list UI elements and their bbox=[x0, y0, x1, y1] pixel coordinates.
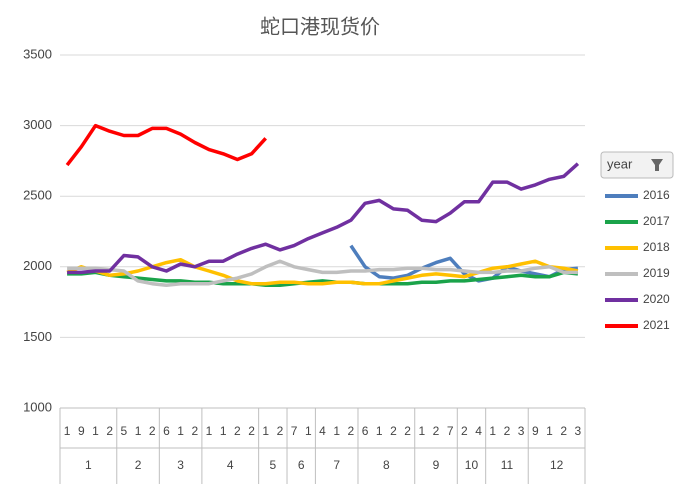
x-tick-label: 1 bbox=[489, 424, 496, 438]
x-tick-label: 4 bbox=[475, 424, 482, 438]
x-tick-label: 2 bbox=[106, 424, 113, 438]
legend-label: 2020 bbox=[643, 292, 670, 306]
series-line bbox=[65, 123, 267, 167]
x-tick-label: 6 bbox=[362, 424, 369, 438]
group-label: 6 bbox=[298, 458, 305, 472]
group-label: 11 bbox=[501, 458, 514, 472]
x-tick-label: 4 bbox=[319, 424, 326, 438]
x-tick-label: 3 bbox=[518, 424, 525, 438]
group-label: 2 bbox=[135, 458, 142, 472]
x-tick-label: 2 bbox=[234, 424, 241, 438]
x-tick-label: 1 bbox=[262, 424, 269, 438]
series-line bbox=[349, 244, 579, 283]
x-tick-label: 2 bbox=[433, 424, 440, 438]
y-tick-label: 3000 bbox=[23, 117, 52, 132]
x-tick-label: 6 bbox=[163, 424, 170, 438]
group-label: 5 bbox=[269, 458, 276, 472]
x-tick-label: 2 bbox=[348, 424, 355, 438]
y-tick-label: 2000 bbox=[23, 258, 52, 273]
x-tick-label: 2 bbox=[560, 424, 567, 438]
filter-icon[interactable] bbox=[651, 159, 663, 171]
legend-label: 2017 bbox=[643, 214, 670, 228]
x-tick-label: 9 bbox=[78, 424, 85, 438]
group-label: 7 bbox=[333, 458, 340, 472]
x-tick-label: 9 bbox=[532, 424, 539, 438]
series-line bbox=[67, 162, 580, 275]
x-tick-label: 2 bbox=[504, 424, 511, 438]
group-label: 1 bbox=[85, 458, 92, 472]
x-tick-label: 1 bbox=[220, 424, 227, 438]
x-tick-label: 2 bbox=[404, 424, 411, 438]
x-tick-label: 2 bbox=[191, 424, 198, 438]
y-tick-label: 1500 bbox=[23, 329, 52, 344]
legend-label: 2019 bbox=[643, 266, 670, 280]
x-tick-label: 3 bbox=[575, 424, 582, 438]
chart-title: 蛇口港现货价 bbox=[260, 15, 380, 38]
x-tick-label: 1 bbox=[376, 424, 383, 438]
y-tick-label: 1000 bbox=[23, 399, 52, 414]
legend-label: 2018 bbox=[643, 240, 670, 254]
series-line bbox=[67, 270, 579, 287]
x-tick-label: 2 bbox=[277, 424, 284, 438]
x-tick-label: 1 bbox=[305, 424, 312, 438]
x-tick-label: 2 bbox=[149, 424, 156, 438]
legend-label: 2016 bbox=[643, 188, 670, 202]
legend-title: year bbox=[607, 156, 633, 171]
group-label: 10 bbox=[465, 458, 479, 472]
x-tick-label: 5 bbox=[121, 424, 128, 438]
group-label: 9 bbox=[433, 458, 440, 472]
x-tick-label: 7 bbox=[447, 424, 454, 438]
x-tick-label: 2 bbox=[461, 424, 468, 438]
group-label: 12 bbox=[550, 458, 564, 472]
y-tick-label: 2500 bbox=[23, 188, 52, 203]
x-tick-label: 2 bbox=[248, 424, 255, 438]
legend-header[interactable] bbox=[600, 151, 674, 179]
x-tick-label: 1 bbox=[92, 424, 99, 438]
x-tick-label: 1 bbox=[177, 424, 184, 438]
x-tick-label: 1 bbox=[333, 424, 340, 438]
group-label: 3 bbox=[177, 458, 184, 472]
x-tick-label: 1 bbox=[64, 424, 71, 438]
legend-label: 2021 bbox=[643, 318, 670, 332]
series-line bbox=[67, 259, 578, 287]
x-tick-label: 1 bbox=[546, 424, 553, 438]
group-label: 8 bbox=[383, 458, 390, 472]
group-label: 4 bbox=[227, 458, 234, 472]
y-tick-label: 3500 bbox=[23, 46, 52, 61]
x-tick-label: 1 bbox=[135, 424, 142, 438]
x-tick-label: 1 bbox=[206, 424, 213, 438]
x-tick-label: 7 bbox=[291, 424, 298, 438]
x-tick-label: 1 bbox=[418, 424, 425, 438]
x-tick-label: 2 bbox=[390, 424, 397, 438]
